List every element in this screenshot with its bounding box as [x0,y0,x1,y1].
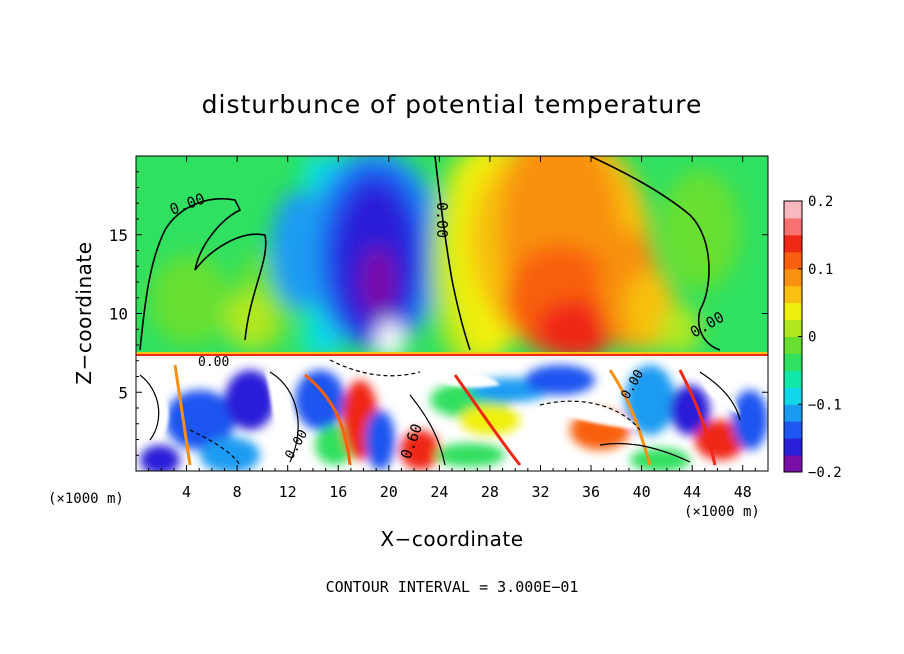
colorbar: −0.2 −0.1 0 0.1 0.2 [783,194,842,481]
x-tick-label: 16 [329,483,347,501]
colorbar-swatch [784,455,802,473]
y-axis: 5 10 15 [109,171,768,456]
colorbar-tick-label: −0.1 [808,397,842,413]
upper-field [136,156,768,356]
x-axis: 4 8 12 16 20 24 28 32 36 40 44 48 [148,156,756,501]
colorbar-tick-label: 0.2 [808,194,833,210]
x-tick-label: 40 [633,483,651,501]
x-tick-label: 36 [582,483,600,501]
x-axis-title: X−coordinate [380,527,523,551]
colorbar-swatch [784,404,802,422]
colorbar-swatch [784,201,802,219]
colorbar-swatch [784,268,802,287]
y-tick-label: 15 [109,226,128,245]
colorbar-swatch [784,285,802,304]
x-tick-label: 44 [683,483,701,501]
colorbar-swatch [784,421,802,439]
x-tick-label: 20 [380,483,398,501]
y-axis-title: Z−coordinate [72,241,96,384]
x-tick-label: 28 [481,483,499,501]
x-unit-left: (×1000 m) [48,491,124,507]
colorbar-tick-label: 0 [808,330,816,346]
x-tick-label: 32 [531,483,549,501]
colorbar-swatch [784,319,802,337]
colorbar-tick-label: 0.1 [808,262,833,278]
colorbar-swatch [784,217,802,236]
colorbar-swatch [784,302,802,321]
chart-title: disturbunce of potential temperature [202,90,703,119]
y-tick-label: 5 [118,383,128,402]
colorbar-swatch [784,353,802,371]
colorbar-swatch [784,438,802,456]
x-tick-label: 48 [734,483,752,501]
colorbar-swatch [784,336,802,354]
colorbar-swatch [784,387,802,405]
colorbar-swatch [784,234,802,253]
y-tick-label: 10 [109,305,128,324]
contour-label: 0.00 [433,202,451,238]
lower-field [136,356,768,471]
colorbar-swatch [784,251,802,270]
x-tick-label: 24 [430,483,448,501]
x-unit-right: (×1000 m) [684,504,760,520]
x-tick-label: 4 [182,483,191,501]
colorbar-swatch [784,370,802,388]
colorbar-tick-label: −0.2 [808,465,842,481]
x-tick-label: 8 [233,483,242,501]
x-tick-label: 12 [279,483,297,501]
contour-interval-footer: CONTOUR INTERVAL = 3.000E−01 [326,578,579,596]
contour-label: 0.00 [198,355,229,370]
